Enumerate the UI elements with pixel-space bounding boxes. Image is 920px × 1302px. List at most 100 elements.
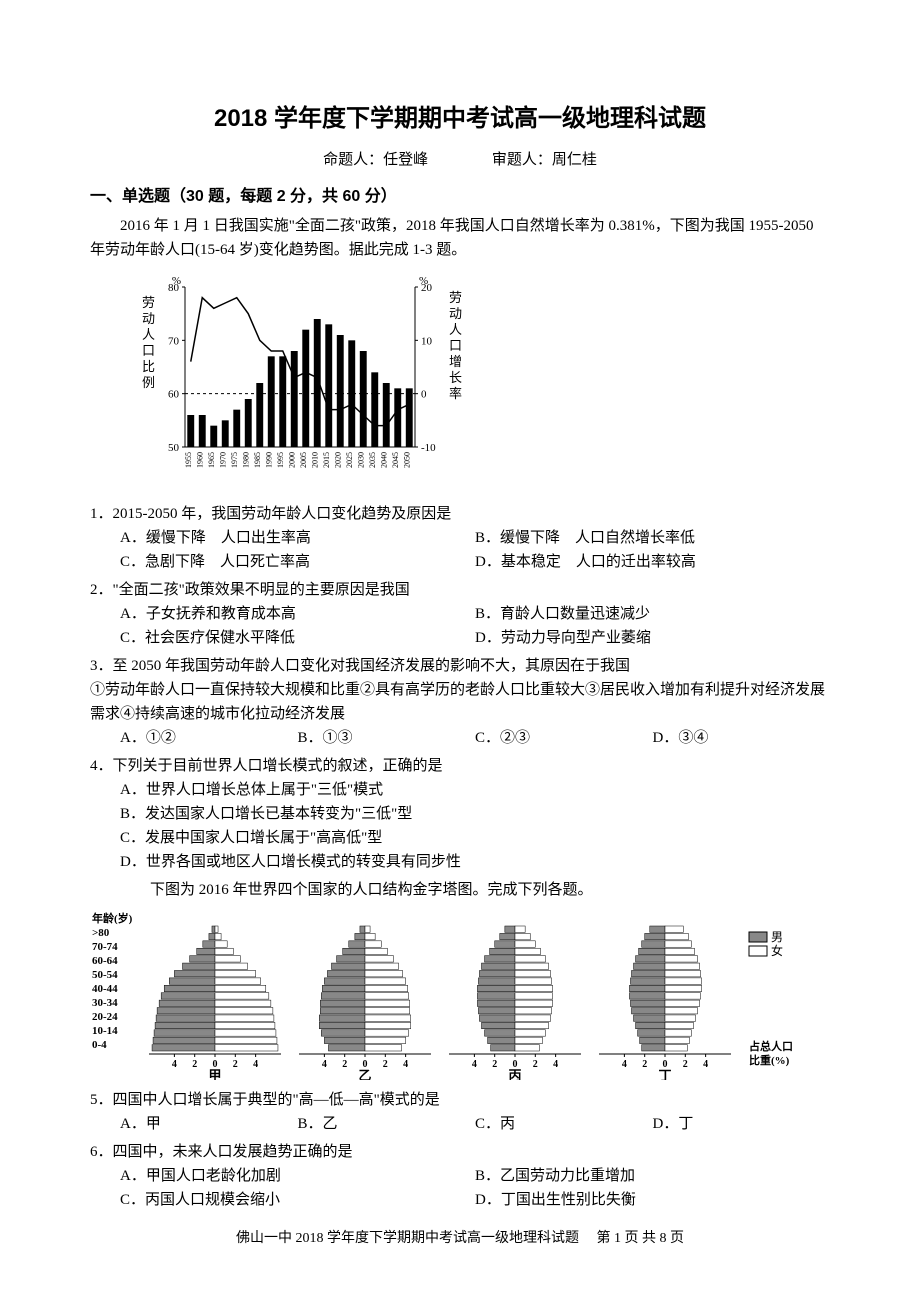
svg-text:>80: >80 — [92, 927, 110, 939]
q5-opt-c: C．丙 — [475, 1112, 653, 1136]
svg-text:1970: 1970 — [218, 452, 227, 468]
svg-text:女: 女 — [771, 943, 783, 958]
svg-text:1975: 1975 — [230, 452, 239, 468]
svg-text:1995: 1995 — [276, 452, 285, 468]
svg-text:50: 50 — [168, 442, 180, 454]
q5-options: A．甲 B．乙 C．丙 D．丁 — [120, 1112, 830, 1136]
svg-text:2: 2 — [192, 1059, 197, 1070]
q2-text: 2．"全面二孩"政策效果不明显的主要原因是我国 — [90, 578, 830, 602]
page-footer: 佛山一中 2018 学年度下学期期中考试高一级地理科试题 第 1 页 共 8 页 — [90, 1228, 830, 1250]
svg-text:甲: 甲 — [208, 1068, 221, 1080]
q4-opt-d: D．世界各国或地区人口增长模式的转变具有同步性 — [120, 850, 830, 874]
q5-opt-d: D．丁 — [653, 1112, 831, 1136]
svg-text:比重(%): 比重(%) — [749, 1053, 790, 1067]
svg-text:2035: 2035 — [368, 452, 377, 468]
q6-opt-c: C．丙国人口规模会缩小 — [120, 1188, 475, 1212]
svg-text:4: 4 — [322, 1059, 327, 1070]
intro1: 2016 年 1 月 1 日我国实施"全面二孩"政策，2018 年我国人口自然增… — [90, 214, 830, 262]
q6-text: 6．四国中，未来人口发展趋势正确的是 — [90, 1140, 830, 1164]
svg-text:60-64: 60-64 — [92, 955, 118, 967]
q5-opt-b: B．乙 — [298, 1112, 476, 1136]
svg-text:4: 4 — [703, 1059, 708, 1070]
svg-text:2010: 2010 — [310, 452, 319, 468]
q1-options: A．缓慢下降 人口出生率高 B．缓慢下降 人口自然增长率低 C．急剧下降 人口死… — [120, 526, 830, 574]
svg-text:比: 比 — [142, 359, 155, 374]
svg-text:丁: 丁 — [658, 1068, 671, 1080]
svg-text:10-14: 10-14 — [92, 1025, 118, 1037]
svg-text:40-44: 40-44 — [92, 983, 118, 995]
svg-text:2030: 2030 — [356, 452, 365, 468]
authors-line: 命题人：任登峰 审题人：周仁桂 — [90, 148, 830, 172]
svg-text:0: 0 — [421, 389, 427, 401]
page-title: 2018 学年度下学期期中考试高一级地理科试题 — [90, 100, 830, 138]
svg-text:20-24: 20-24 — [92, 1011, 118, 1023]
q1-text: 1．2015-2050 年，我国劳动年龄人口变化趋势及原因是 — [90, 502, 830, 526]
q2-opt-a: A．子女抚养和教育成本高 — [120, 602, 475, 626]
q6-opt-a: A．甲国人口老龄化加剧 — [120, 1164, 475, 1188]
labor-chart-svg: 50607080-1001020%%1955196019651970197519… — [130, 272, 470, 492]
q6-options: A．甲国人口老龄化加剧 B．乙国劳动力比重增加 C．丙国人口规模会缩小 D．丁国… — [120, 1164, 830, 1212]
q2-opt-b: B．育龄人口数量迅速减少 — [475, 602, 830, 626]
svg-text:劳: 劳 — [142, 295, 155, 310]
svg-text:人: 人 — [449, 322, 462, 337]
svg-text:年龄(岁): 年龄(岁) — [92, 911, 133, 925]
q1-opt-c: C．急剧下降 人口死亡率高 — [120, 550, 475, 574]
author2: 审题人：周仁桂 — [492, 152, 597, 168]
svg-text:口: 口 — [449, 338, 462, 353]
q4-text: 4．下列关于目前世界人口增长模式的叙述，正确的是 — [90, 754, 830, 778]
q3-opt-c: C．②③ — [475, 726, 653, 750]
q2-opt-c: C．社会医疗保健水平降低 — [120, 626, 475, 650]
svg-text:2: 2 — [492, 1059, 497, 1070]
q1-opt-b: B．缓慢下降 人口自然增长率低 — [475, 526, 830, 550]
svg-text:2: 2 — [233, 1059, 238, 1070]
pyramid-svg: 年龄(岁)>8070-7460-6450-5440-4430-3420-2410… — [90, 910, 830, 1080]
svg-text:劳: 劳 — [449, 290, 462, 305]
svg-text:2020: 2020 — [333, 452, 342, 468]
svg-text:乙: 乙 — [358, 1068, 371, 1080]
q1-opt-d: D．基本稳定 人口的迁出率较高 — [475, 550, 830, 574]
svg-text:2050: 2050 — [402, 452, 411, 468]
svg-text:动: 动 — [449, 306, 462, 321]
q4-options: A．世界人口增长总体上属于"三低"模式 B．发达国家人口增长已基本转变为"三低"… — [120, 778, 830, 874]
svg-text:-10: -10 — [421, 442, 436, 454]
q3-opt-b: B．①③ — [298, 726, 476, 750]
svg-text:4: 4 — [172, 1059, 177, 1070]
q3-text: 3．至 2050 年我国劳动年龄人口变化对我国经济发展的影响不大，其原因在于我国 — [90, 654, 830, 678]
pyramid-chart: 年龄(岁)>8070-7460-6450-5440-4430-3420-2410… — [90, 910, 830, 1080]
svg-text:1965: 1965 — [207, 452, 216, 468]
svg-text:2025: 2025 — [345, 452, 354, 468]
q4-opt-c: C．发展中国家人口增长属于"高高低"型 — [120, 826, 830, 850]
svg-text:2: 2 — [642, 1059, 647, 1070]
svg-text:4: 4 — [553, 1059, 558, 1070]
svg-text:动: 动 — [142, 311, 155, 326]
svg-text:4: 4 — [403, 1059, 408, 1070]
q3-opt-a: A．①② — [120, 726, 298, 750]
author1: 命题人：任登峰 — [323, 152, 428, 168]
svg-text:10: 10 — [421, 335, 433, 347]
labor-chart: 50607080-1001020%%1955196019651970197519… — [130, 272, 830, 492]
svg-text:2040: 2040 — [379, 452, 388, 468]
svg-text:丙: 丙 — [508, 1068, 521, 1080]
svg-text:1980: 1980 — [241, 452, 250, 468]
q3-line2: ①劳动年龄人口一直保持较大规模和比重②具有高学历的老龄人口比重较大③居民收入增加… — [90, 678, 830, 726]
svg-text:口: 口 — [142, 343, 155, 358]
svg-text:1960: 1960 — [195, 452, 204, 468]
svg-text:2: 2 — [383, 1059, 388, 1070]
svg-text:2: 2 — [342, 1059, 347, 1070]
svg-text:70-74: 70-74 — [92, 941, 118, 953]
q4-opt-a: A．世界人口增长总体上属于"三低"模式 — [120, 778, 830, 802]
q5-opt-a: A．甲 — [120, 1112, 298, 1136]
svg-text:2: 2 — [533, 1059, 538, 1070]
svg-text:例: 例 — [142, 375, 155, 390]
svg-text:70: 70 — [168, 335, 180, 347]
q6-opt-b: B．乙国劳动力比重增加 — [475, 1164, 830, 1188]
svg-text:2015: 2015 — [322, 452, 331, 468]
svg-text:2005: 2005 — [299, 452, 308, 468]
svg-text:60: 60 — [168, 389, 180, 401]
intro2: 下图为 2016 年世界四个国家的人口结构金字塔图。完成下列各题。 — [90, 878, 830, 902]
svg-text:2: 2 — [683, 1059, 688, 1070]
svg-text:%: % — [172, 275, 181, 287]
q3-options: A．①② B．①③ C．②③ D．③④ — [120, 726, 830, 750]
svg-text:2000: 2000 — [287, 452, 296, 468]
svg-text:%: % — [419, 275, 428, 287]
